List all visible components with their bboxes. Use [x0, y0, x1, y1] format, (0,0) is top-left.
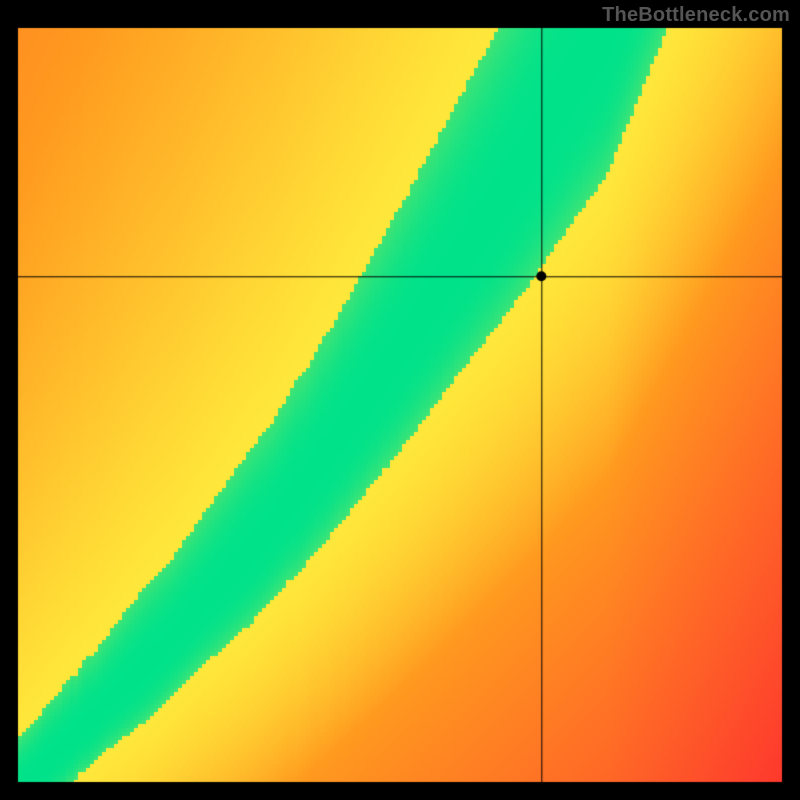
chart-container: TheBottleneck.com — [0, 0, 800, 800]
heatmap-canvas — [0, 0, 800, 800]
watermark-text: TheBottleneck.com — [602, 4, 790, 27]
